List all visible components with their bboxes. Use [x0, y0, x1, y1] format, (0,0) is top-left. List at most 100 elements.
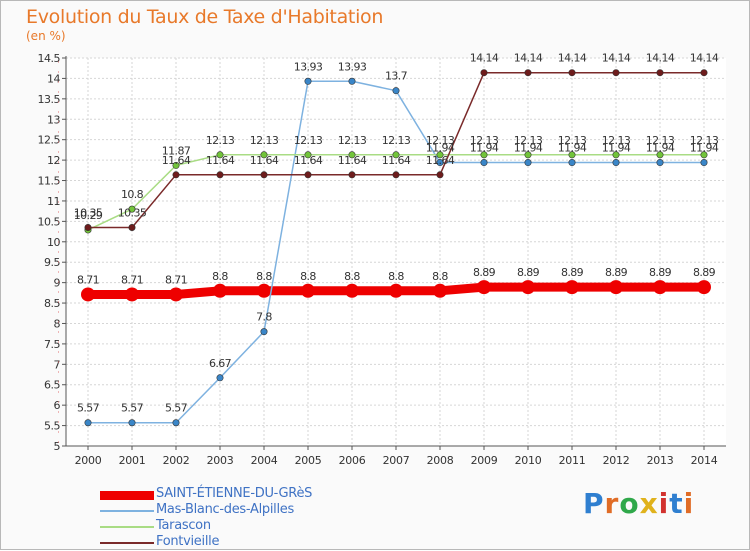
data-label: 11.64 [206, 154, 235, 167]
x-tick-label: 2009 [471, 454, 498, 467]
data-point [172, 161, 180, 169]
data-label: 14.14 [646, 52, 675, 65]
y-tick-label: 7 [54, 358, 61, 371]
proxiti-logo: Proxiti [583, 487, 694, 520]
brand-letter: i [658, 487, 670, 520]
data-label: 8.89 [693, 266, 716, 279]
legend-swatch [100, 526, 154, 528]
y-tick-label: 6 [54, 399, 61, 412]
data-point [169, 287, 183, 302]
data-label: 11.94 [646, 142, 675, 155]
y-tick-label: 5 [54, 440, 61, 453]
data-label: 6.67 [209, 357, 232, 370]
x-tick-label: 2004 [251, 454, 278, 467]
y-tick-label: 7.5 [44, 338, 60, 351]
data-point [524, 69, 532, 77]
data-point [700, 69, 708, 77]
data-point [521, 280, 535, 295]
data-label: 8.8 [300, 270, 316, 283]
data-label: 12.13 [250, 134, 279, 147]
data-label: 8.8 [212, 270, 228, 283]
data-label: 8.89 [649, 266, 672, 279]
data-point [700, 159, 708, 167]
x-tick-label: 2013 [647, 454, 674, 467]
legend-swatch [100, 510, 154, 512]
brand-letter: i [683, 487, 695, 520]
chart-title: Evolution du Taux de Taxe d'Habitation [26, 6, 384, 28]
data-label: 12.13 [646, 134, 675, 147]
data-label: 14.14 [470, 52, 499, 65]
y-tick-label: 12 [47, 154, 60, 167]
data-label: 10.35 [118, 206, 147, 219]
x-tick-label: 2011 [559, 454, 586, 467]
y-tick-label: 8 [54, 317, 61, 330]
data-point [524, 159, 532, 167]
data-point [304, 171, 312, 179]
data-point [436, 151, 444, 159]
data-point [304, 151, 312, 159]
data-point [260, 328, 268, 336]
data-point [260, 151, 268, 159]
data-label: 12.13 [514, 134, 543, 147]
data-point [389, 283, 403, 298]
data-point [260, 171, 268, 179]
data-label: 5.57 [77, 402, 100, 415]
data-point [392, 151, 400, 159]
data-label: 11.64 [250, 154, 279, 167]
data-point [568, 69, 576, 77]
brand-letter: o [619, 487, 640, 520]
data-label: 11.64 [426, 154, 455, 167]
x-tick-label: 2012 [603, 454, 630, 467]
data-label: 14.14 [558, 52, 587, 65]
data-label: 12.13 [602, 134, 631, 147]
data-label: 8.89 [561, 266, 584, 279]
data-label: 11.94 [558, 142, 587, 155]
data-label: 8.89 [517, 266, 540, 279]
y-tick-label: 14 [47, 72, 60, 85]
data-point [568, 151, 576, 159]
y-tick-label: 10 [47, 236, 60, 249]
legend-label: SAINT-ÉTIENNE-DU-GRèS [156, 486, 313, 501]
y-tick-label: 13 [47, 113, 60, 126]
data-label: 8.71 [77, 273, 99, 286]
data-point [609, 280, 623, 295]
data-point [612, 159, 620, 167]
x-tick-label: 2005 [295, 454, 322, 467]
x-tick-label: 2014 [691, 454, 718, 467]
y-tick-label: 9 [54, 277, 61, 290]
y-tick-label: 11 [47, 195, 60, 208]
data-label: 11.94 [470, 142, 499, 155]
data-point [128, 205, 136, 213]
data-label: 12.13 [382, 134, 411, 147]
data-point [345, 283, 359, 298]
data-label: 14.14 [690, 52, 719, 65]
data-label: 12.13 [338, 134, 367, 147]
x-tick-label: 2006 [339, 454, 366, 467]
data-point [653, 280, 667, 295]
data-point [700, 151, 708, 159]
y-tick-label: 6.5 [44, 379, 60, 392]
data-point [565, 280, 579, 295]
brand-letter: P [583, 487, 605, 520]
y-tick-label: 11.5 [38, 175, 61, 188]
data-label: 12.13 [470, 134, 499, 147]
data-label: 11.87 [162, 144, 191, 157]
data-point [128, 223, 136, 231]
data-point [612, 69, 620, 77]
data-label: 11.64 [162, 154, 191, 167]
data-label: 12.13 [558, 134, 587, 147]
legend-label: Fontvieille [156, 534, 220, 549]
legend-label: Tarascon [156, 518, 211, 533]
data-point [436, 159, 444, 167]
chart-unit-label: (en %) [26, 29, 66, 43]
data-label: 11.64 [338, 154, 367, 167]
data-label: 10.29 [74, 209, 103, 222]
data-label: 11.64 [294, 154, 323, 167]
data-point [81, 287, 95, 302]
brand-letter: r [604, 487, 620, 520]
data-label: 13.93 [338, 60, 367, 73]
data-point [656, 151, 664, 159]
data-point [480, 159, 488, 167]
x-tick-label: 2003 [207, 454, 234, 467]
data-point [257, 283, 271, 298]
